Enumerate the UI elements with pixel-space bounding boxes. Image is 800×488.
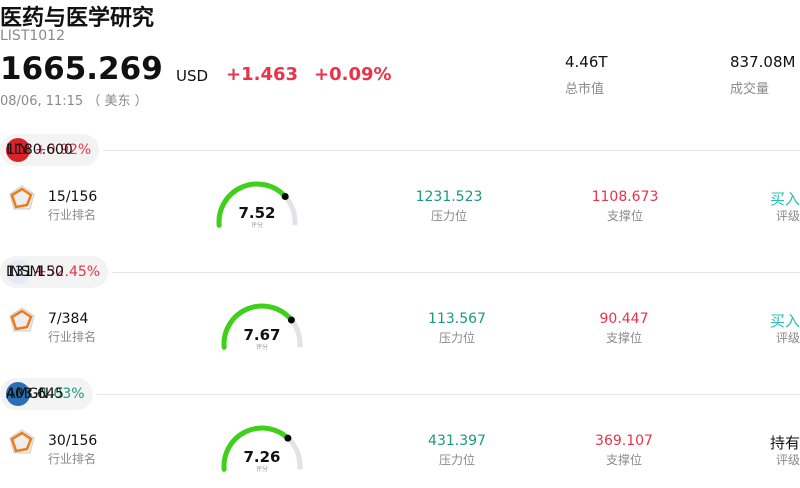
separator: [112, 272, 800, 273]
gauge-fill: [216, 181, 288, 228]
resistance: 431.397: [428, 433, 486, 449]
rating-label: 评级: [775, 331, 800, 345]
stock-chip[interactable]: LLY 1180.600 +0.92%: [0, 134, 100, 166]
code: LIST1012: [0, 28, 65, 44]
currency: USD: [176, 67, 209, 85]
gauge-dot: [287, 316, 295, 324]
logo: [6, 382, 30, 406]
resistance: 113.567: [428, 311, 486, 327]
radar-shape: [10, 431, 33, 453]
rank-label: 行业排名: [48, 208, 97, 222]
support-label: 支撑位: [605, 331, 642, 345]
stat-label: 总市值: [565, 82, 605, 97]
score: 7.52: [238, 204, 275, 222]
stock-change: +32.45%: [35, 264, 101, 280]
gauge-dot: [281, 193, 289, 201]
stock-price: 131.150: [6, 264, 64, 280]
stock-price: 403.645: [6, 386, 64, 402]
stock-chip[interactable]: INSM 131.150 +32.45%: [0, 256, 109, 288]
rating: 买入: [769, 312, 800, 330]
rating-label: 评级: [775, 453, 800, 467]
time: 08/06, 11:15 （ 美东 ）: [0, 94, 148, 109]
resistance: 1231.523: [415, 189, 483, 205]
logo: [6, 138, 30, 162]
stock-price: 1180.600: [6, 142, 73, 158]
gauge-fill: [221, 303, 294, 350]
radar-shape: [10, 187, 33, 209]
score-label: 评分: [251, 221, 263, 229]
stat-value: 837.08M: [730, 53, 796, 71]
score: 7.67: [243, 326, 280, 344]
rank-label: 行业排名: [48, 452, 97, 466]
rank-icon: [9, 185, 35, 210]
support-label: 支撑位: [606, 209, 643, 223]
change-pct: +0.09%: [314, 64, 392, 85]
score-label: 评分: [256, 465, 268, 473]
stat-label: 成交量: [730, 82, 770, 97]
stat-value: 4.46T: [565, 53, 608, 71]
price: 1665.269: [0, 51, 163, 87]
gauge-fill: [221, 425, 291, 472]
gauge-dot: [284, 434, 292, 442]
support-label: 支撑位: [605, 453, 642, 467]
resistance-label: 压力位: [438, 453, 475, 467]
stock-chip[interactable]: AMGN 403.645 -1.03%: [0, 378, 93, 410]
radar-shape: [10, 309, 33, 331]
resistance-label: 压力位: [430, 209, 467, 223]
title: 医药与医学研究: [0, 6, 155, 31]
rating: 持有: [769, 434, 800, 452]
rank-icon: [9, 307, 35, 332]
separator: [103, 150, 800, 151]
rank-icon: [9, 429, 35, 454]
stock-change: +0.92%: [35, 142, 92, 158]
ticker: INSM: [6, 264, 42, 280]
stock-change: -1.03%: [35, 386, 85, 402]
change: +1.463: [226, 64, 299, 85]
logo: [6, 260, 30, 284]
score: 7.26: [243, 448, 280, 466]
separator: [96, 394, 800, 395]
resistance-label: 压力位: [438, 331, 475, 345]
rating-label: 评级: [775, 209, 800, 223]
support: 90.447: [599, 311, 649, 327]
ticker: LLY: [6, 142, 29, 158]
rating: 买入: [769, 190, 800, 208]
score-label: 评分: [256, 343, 268, 351]
support: 369.107: [595, 433, 653, 449]
ticker: AMGN: [6, 386, 49, 402]
support: 1108.673: [591, 189, 659, 205]
rank: 30/156: [48, 433, 98, 449]
rank: 7/384: [48, 311, 89, 327]
rank-label: 行业排名: [48, 330, 97, 344]
rank: 15/156: [48, 189, 98, 205]
